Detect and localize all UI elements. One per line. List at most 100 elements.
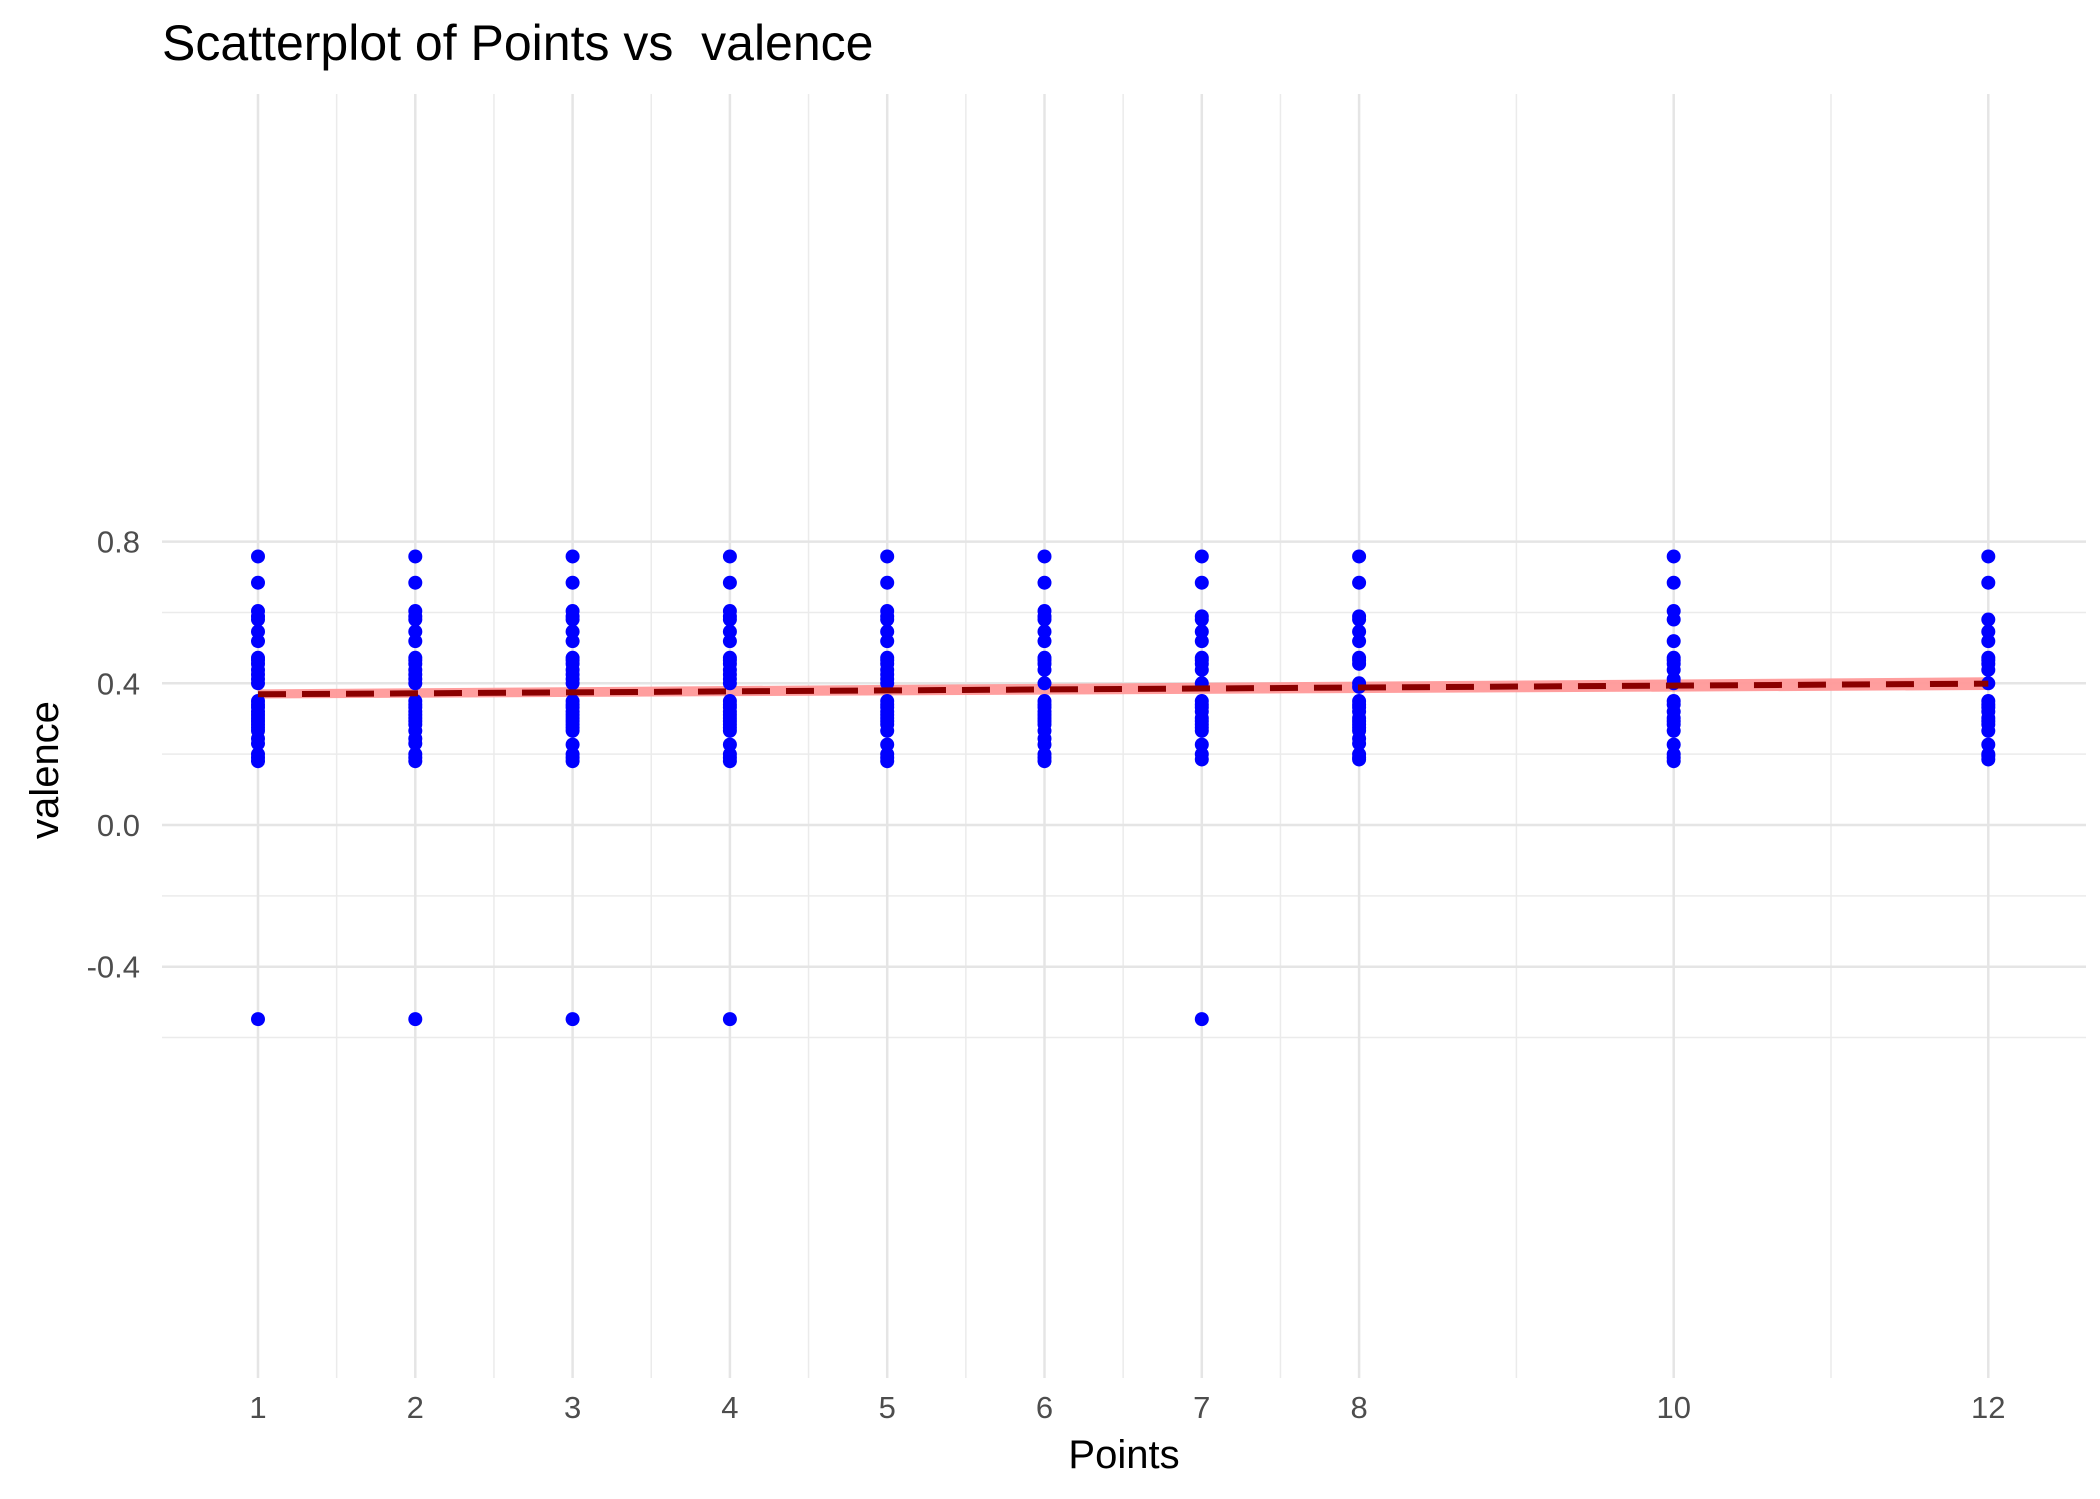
- data-point: [565, 575, 580, 590]
- data-point: [408, 754, 423, 769]
- data-point: [722, 624, 737, 639]
- data-point: [880, 723, 895, 738]
- data-point: [251, 676, 265, 691]
- data-point: [251, 754, 265, 769]
- data-point: [565, 1012, 580, 1027]
- x-tick-label: 8: [1350, 1390, 1367, 1425]
- x-tick-label: 6: [1036, 1390, 1053, 1425]
- data-point: [408, 612, 423, 627]
- data-point: [1666, 634, 1681, 649]
- x-axis-label: Points: [1068, 1433, 1179, 1477]
- data-point: [251, 1012, 265, 1027]
- data-point: [722, 723, 737, 738]
- data-point: [880, 634, 895, 649]
- x-tick-label: 3: [564, 1390, 581, 1425]
- data-point: [1037, 575, 1052, 590]
- data-point: [565, 549, 580, 564]
- data-point: [1037, 612, 1052, 627]
- data-point: [1037, 737, 1052, 752]
- data-point: [251, 549, 265, 564]
- data-point: [1981, 549, 1996, 564]
- data-point: [1352, 612, 1367, 627]
- data-point: [722, 575, 737, 590]
- x-tick-label: 2: [407, 1390, 424, 1425]
- chart-title: Scatterplot of Points vs valence: [162, 15, 874, 71]
- data-point: [565, 754, 580, 769]
- data-point: [722, 634, 737, 649]
- data-point: [722, 549, 737, 564]
- data-point: [1981, 634, 1996, 649]
- data-point: [1981, 624, 1996, 639]
- data-point: [565, 676, 580, 691]
- data-point: [1666, 612, 1681, 627]
- data-points-layer: [251, 549, 1996, 1027]
- data-point: [1666, 754, 1681, 769]
- data-point: [880, 549, 895, 564]
- data-point: [565, 634, 580, 649]
- data-point: [1352, 624, 1367, 639]
- data-point: [1666, 549, 1681, 564]
- data-point: [408, 634, 423, 649]
- data-point: [1981, 575, 1996, 590]
- minor-grid-lines: [162, 94, 2086, 1378]
- data-point: [1666, 737, 1681, 752]
- data-point: [1194, 737, 1209, 752]
- y-tick-label: 0.0: [97, 808, 140, 843]
- confidence-band-layer: [258, 677, 1989, 699]
- major-grid-lines: [162, 94, 2086, 1378]
- trend-line: [257, 680, 1989, 698]
- data-point: [1194, 612, 1209, 627]
- data-point: [1981, 737, 1996, 752]
- data-point: [880, 624, 895, 639]
- data-point: [722, 676, 737, 691]
- data-point: [1666, 575, 1681, 590]
- data-point: [1981, 662, 1996, 677]
- data-point: [251, 612, 265, 627]
- data-point: [1194, 723, 1209, 738]
- data-point: [1037, 634, 1052, 649]
- data-point: [408, 736, 423, 751]
- data-point: [722, 612, 737, 627]
- data-point: [880, 737, 895, 752]
- data-point: [1352, 575, 1367, 590]
- x-tick-label: 5: [879, 1390, 896, 1425]
- data-point: [1981, 723, 1996, 738]
- data-point: [565, 723, 580, 738]
- data-point: [1981, 752, 1996, 767]
- data-point: [880, 754, 895, 769]
- confidence-band: [258, 677, 1989, 699]
- data-point: [1194, 662, 1209, 677]
- y-axis-label: valence: [23, 701, 67, 839]
- y-tick-label: -0.4: [87, 950, 140, 985]
- x-tick-label: 1: [249, 1390, 266, 1425]
- data-point: [722, 737, 737, 752]
- x-tick-label: 10: [1656, 1390, 1690, 1425]
- data-point: [1037, 754, 1052, 769]
- data-point: [408, 624, 423, 639]
- trend-line-layer: [257, 680, 1989, 698]
- data-point: [1352, 634, 1367, 649]
- x-axis-tick-labels: 1 2 3 4 5 6 7 8 10 12: [249, 1390, 2005, 1425]
- x-tick-label: 7: [1193, 1390, 1210, 1425]
- data-point: [1352, 549, 1367, 564]
- data-point: [722, 754, 737, 769]
- data-point: [1194, 752, 1209, 767]
- x-tick-label: 4: [721, 1390, 738, 1425]
- data-point: [1666, 723, 1681, 738]
- y-tick-label: 0.4: [97, 666, 140, 701]
- data-point: [1037, 662, 1052, 677]
- data-point: [251, 736, 265, 751]
- data-point: [1352, 656, 1367, 671]
- data-point: [408, 549, 423, 564]
- data-point: [1194, 549, 1209, 564]
- data-point: [1194, 634, 1209, 649]
- data-point: [1037, 624, 1052, 639]
- data-point: [565, 624, 580, 639]
- data-point: [565, 737, 580, 752]
- data-point: [1037, 549, 1052, 564]
- data-point: [880, 575, 895, 590]
- y-tick-label: 0.8: [97, 525, 140, 560]
- data-point: [251, 575, 265, 590]
- x-tick-label: 12: [1971, 1390, 2005, 1425]
